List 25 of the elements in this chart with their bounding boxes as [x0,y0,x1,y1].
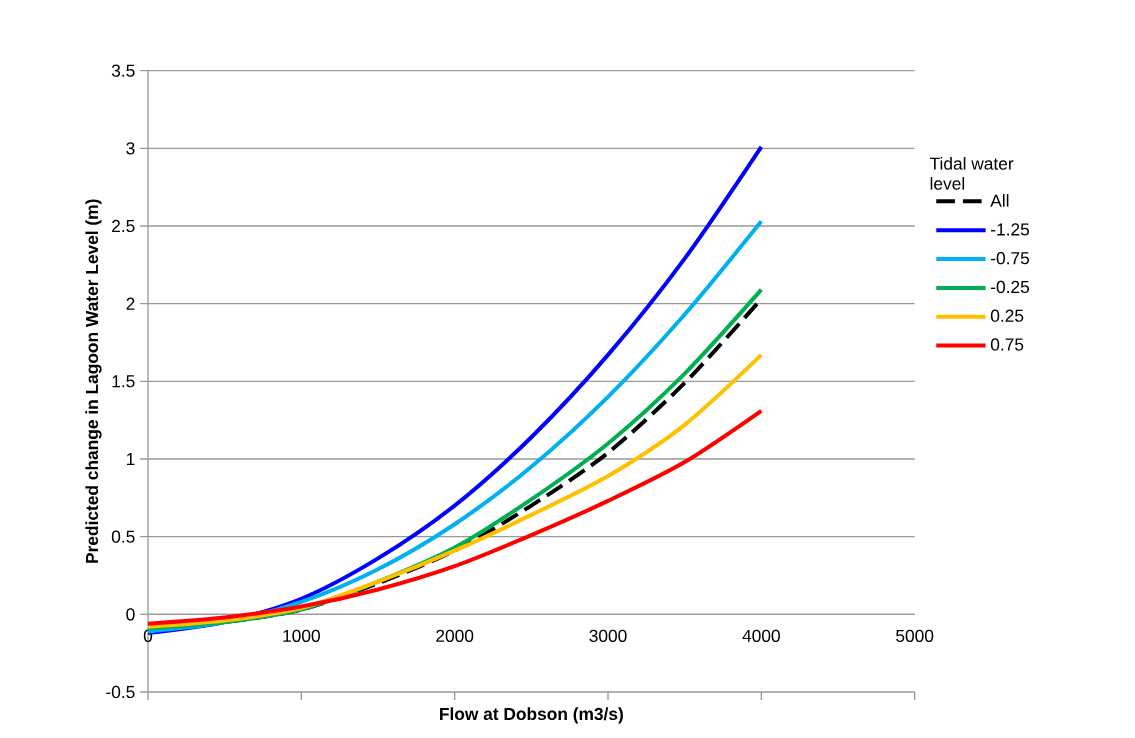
line-series [148,408,764,626]
x-axis-title: Flow at Dobson (m3/s) [440,707,623,724]
y-axis-title: Predicted change in Lagoon Water Level (m) [85,199,102,563]
x-tick-label: 3000 [589,629,627,642]
legend-title: Tidal water level [929,157,1014,190]
legend-label: -0.25 [991,280,1030,294]
y-tick-label: 3 [126,142,135,155]
y-tick-label: 2.5 [112,219,135,233]
legend-label: All [990,194,1009,207]
legend-label: 0.75 [990,338,1024,351]
x-tick-label: 2000 [436,629,474,642]
y-tick-label: 2 [126,297,135,310]
legend-label: 0.25 [990,309,1024,322]
y-tick-label: 0 [126,608,135,621]
legend-label: -1.25 [991,223,1030,236]
x-tick-label: 4000 [742,629,780,642]
y-tick-label: 1.5 [112,375,135,388]
x-tick-label: 1000 [283,629,320,642]
y-tick-label: -0.5 [106,685,135,699]
y-tick-label: 0.5 [111,530,135,543]
legend-label: -0.75 [991,252,1030,265]
x-tick-label: 5000 [896,629,934,642]
line-series [148,352,764,629]
y-tick-label: 3.5 [111,64,135,77]
y-tick-label: 1 [126,453,135,465]
